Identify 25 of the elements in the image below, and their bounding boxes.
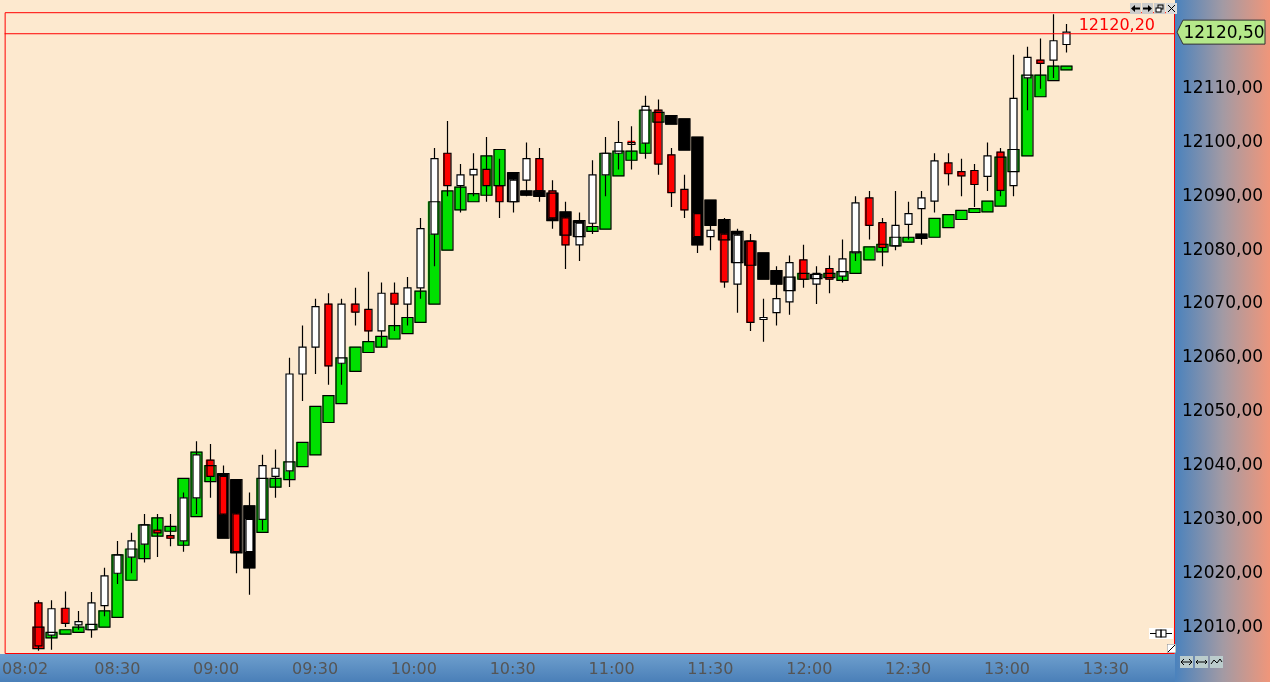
x-tick-label: 12:00: [786, 658, 833, 678]
x-tick-label: 08:02: [2, 658, 49, 678]
y-tick-label: 12050,00: [1182, 400, 1264, 421]
y-tick-label: 12020,00: [1182, 561, 1264, 582]
x-tick-label: 13:00: [983, 658, 1031, 678]
x-tick-label: 08:30: [94, 658, 141, 678]
y-tick-label: 12030,00: [1182, 507, 1264, 528]
y-tick-label: 12090,00: [1182, 184, 1264, 205]
ref-line-label: 12120,20: [1078, 14, 1155, 34]
y-tick-label: 12110,00: [1182, 77, 1264, 98]
y-tick-label: 12010,00: [1182, 615, 1264, 636]
y-tick-label: 12080,00: [1182, 238, 1264, 259]
x-tick-label: 09:00: [193, 658, 240, 678]
y-tick-label: 12060,00: [1182, 346, 1264, 367]
x-tick-label: 09:30: [291, 658, 339, 678]
x-tick-label: 10:00: [390, 658, 437, 678]
x-tick-label: 13:30: [1082, 658, 1129, 678]
x-tick-label: 10:30: [489, 658, 536, 678]
y-tick-label: 12100,00: [1182, 130, 1264, 151]
x-tick-label: 11:00: [588, 658, 635, 678]
y-tick-label: 12070,00: [1182, 292, 1264, 313]
x-tick-label: 12:30: [885, 658, 932, 678]
y-tick-label: 12040,00: [1182, 453, 1264, 474]
text: 12120,50: [1183, 21, 1265, 42]
x-tick-label: 11:30: [687, 658, 734, 678]
